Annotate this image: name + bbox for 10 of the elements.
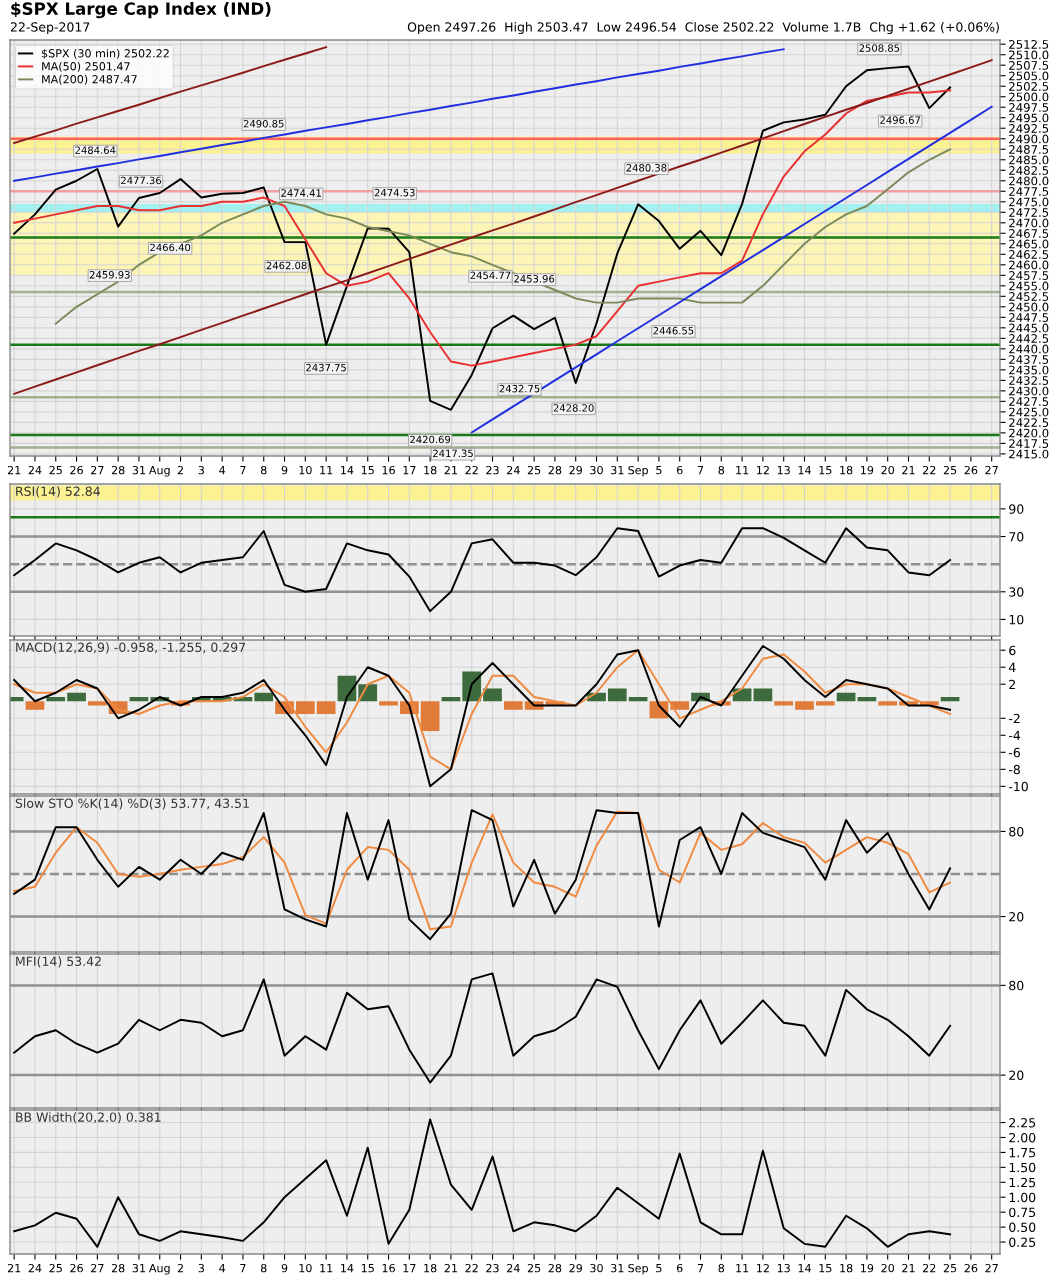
line-series <box>54 148 952 325</box>
bar <box>25 701 45 710</box>
line-series <box>13 48 785 182</box>
line-series <box>13 46 328 144</box>
chart-title: $SPX Large Cap Index (IND) <box>11 2 271 19</box>
line-series <box>470 105 993 434</box>
line-series <box>13 644 952 788</box>
line-series <box>13 89 952 367</box>
line-series <box>13 527 952 613</box>
line-series <box>13 972 952 1084</box>
